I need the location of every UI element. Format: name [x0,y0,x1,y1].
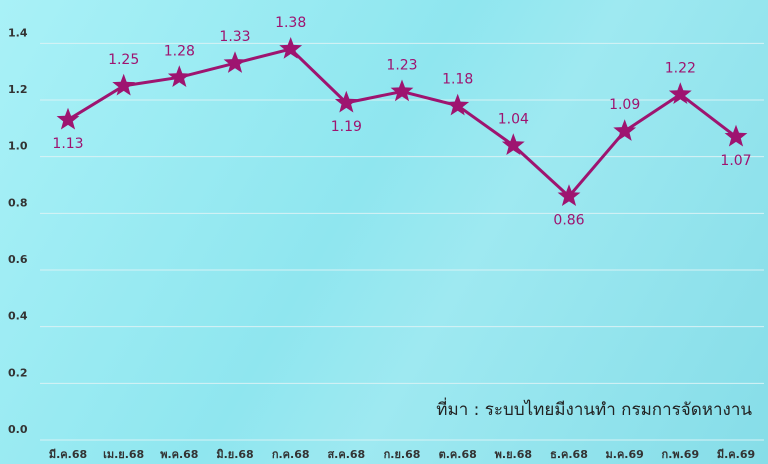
y-tick-label: 0.2 [8,366,28,379]
y-tick-label: 1.0 [8,140,28,153]
star-marker [279,37,303,59]
x-tick-label: เม.ย.68 [103,448,144,461]
data-label: 1.25 [108,52,139,68]
star-marker [167,65,191,87]
star-marker [112,73,136,96]
source-note: ที่มา : ระบบไทยมีงานทำ กรมการจัดหางาน [436,397,752,420]
x-tick-label: ต.ค.68 [439,448,477,461]
y-tick-label: 1.2 [8,83,28,96]
star-marker [390,79,414,102]
x-tick-label: พ.ย.68 [495,448,532,461]
data-label: 1.13 [52,136,83,152]
star-marker [557,184,581,206]
y-tick-label: 1.4 [8,26,28,39]
y-tick-label: 0.8 [8,196,28,209]
data-label: 1.09 [609,97,640,113]
data-label: 1.22 [665,60,696,76]
star-marker [724,124,748,147]
x-tick-label: พ.ค.68 [160,448,198,461]
y-tick-label: 0.4 [8,310,28,323]
x-tick-label: ส.ค.68 [327,448,365,461]
x-tick-label: ก.ย.68 [384,448,421,461]
star-marker [446,93,470,116]
x-tick-label: ก.พ.69 [662,448,700,461]
y-tick-label: 0.0 [8,423,28,436]
star-marker [56,107,80,130]
x-tick-label: มิ.ย.68 [216,448,253,461]
data-label: 1.04 [498,111,529,127]
data-label: 1.23 [386,58,417,74]
star-marker [334,90,358,113]
data-label: 0.86 [553,212,584,228]
x-tick-label: ธ.ค.68 [550,448,588,461]
x-tick-label: ม.ค.69 [606,448,644,461]
data-label: 1.19 [331,119,362,135]
x-tick-label: มี.ค.69 [717,448,755,461]
data-label: 1.07 [720,153,751,169]
data-label: 1.38 [275,15,306,31]
x-tick-label: ก.ค.68 [272,448,310,461]
data-label: 1.33 [219,29,250,45]
star-marker [223,51,247,73]
star-marker [668,82,692,104]
star-marker [501,133,525,155]
x-tick-label: มี.ค.68 [49,448,87,461]
star-marker [613,119,637,141]
data-label: 1.18 [442,72,473,88]
y-tick-label: 0.6 [8,253,28,266]
data-label: 1.28 [164,43,195,59]
